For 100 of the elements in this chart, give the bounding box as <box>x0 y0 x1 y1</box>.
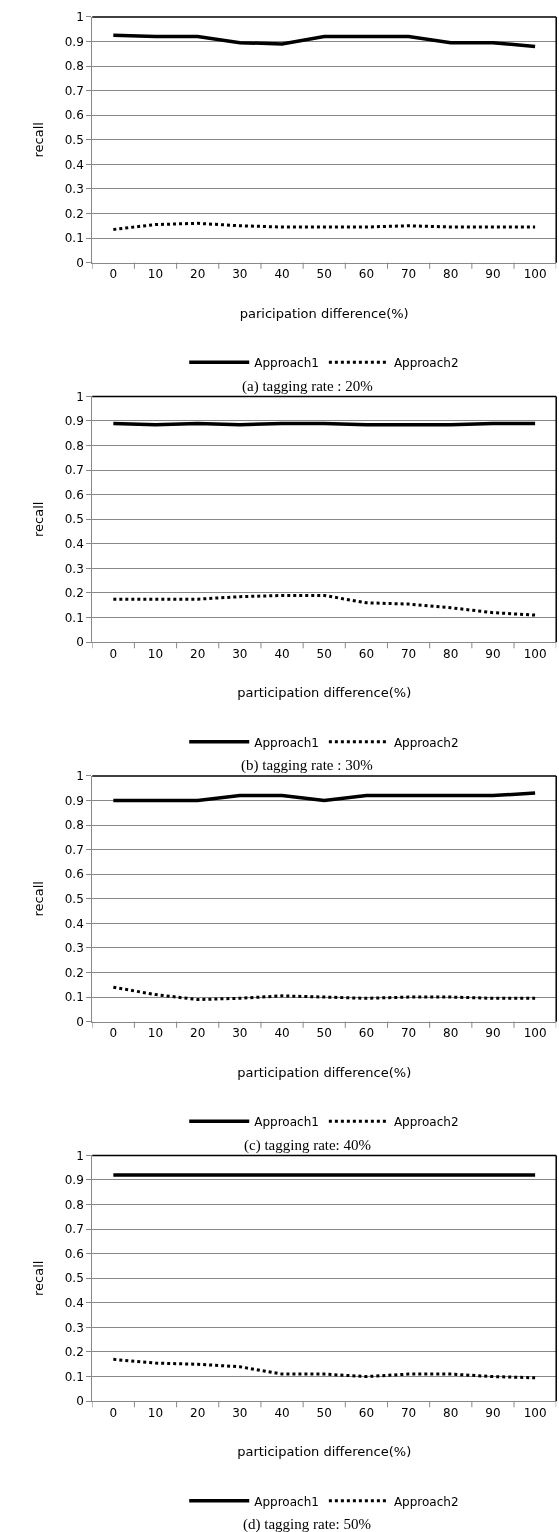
y-tick-label: 0.4 <box>64 1296 84 1311</box>
y-tick-label: 0.2 <box>64 586 84 601</box>
text: (c) tagging rate: 40% <box>244 1137 372 1154</box>
x-tick-label: 40 <box>274 267 290 282</box>
line-series <box>111 33 537 49</box>
y-tick-label: 0.9 <box>64 1173 84 1188</box>
y-tick-label: 0.8 <box>64 59 84 74</box>
y-tick-label: 0.4 <box>64 157 84 172</box>
x-axis-title: participation difference(%) <box>237 1064 412 1080</box>
legend-label: Approach1 <box>254 356 319 371</box>
legend-label: Approach2 <box>393 1494 459 1509</box>
x-axis-title: paricipation difference(%) <box>239 305 409 321</box>
text: (d) tagging rate: 50% <box>243 1516 371 1532</box>
x-tick-label: 80 <box>443 1026 459 1041</box>
x-tick-label: 100 <box>523 1026 547 1041</box>
x-tick-label: 0 <box>109 1026 118 1041</box>
legend-label: Approach1 <box>254 1494 319 1509</box>
y-tick-label: 0.1 <box>64 231 84 246</box>
line-series <box>111 1357 537 1380</box>
y-tick-label: 0.3 <box>64 1320 84 1335</box>
x-tick-label: 50 <box>316 646 332 661</box>
legend-label: Approach2 <box>393 735 459 750</box>
y-tick-label: 0.3 <box>64 182 84 197</box>
x-tick-label: 50 <box>316 1405 332 1420</box>
y-tick-label: 0.5 <box>64 132 84 147</box>
line-series <box>111 593 537 617</box>
y-tick-label: 0.9 <box>64 34 84 49</box>
x-tick-label: 20 <box>190 267 206 282</box>
x-tick-label: 80 <box>443 646 459 661</box>
x-tick-label: 10 <box>147 1026 164 1041</box>
x-tick-label: 100 <box>523 267 547 282</box>
x-tick-label: 60 <box>358 267 375 282</box>
y-tick-label: 0.9 <box>64 793 84 808</box>
x-tick-label: 70 <box>400 646 417 661</box>
y-tick-label: 0.1 <box>64 990 84 1005</box>
y-tick-label: 0.7 <box>64 1222 84 1237</box>
x-tick-label: 90 <box>485 267 501 282</box>
y-tick-label: 0.8 <box>64 1197 84 1212</box>
x-tick-label: 70 <box>400 1405 417 1420</box>
y-axis-title: recall <box>30 122 46 158</box>
x-tick-label: 0 <box>109 267 118 282</box>
y-tick-label: 0.6 <box>64 487 84 502</box>
x-axis-title: participation difference(%) <box>237 1444 412 1460</box>
y-tick-label: 0 <box>76 1014 84 1029</box>
y-tick-label: 0.5 <box>64 512 84 527</box>
y-tick-label: 0 <box>76 1394 84 1409</box>
x-tick-label: 10 <box>147 646 164 661</box>
y-tick-label: 0.6 <box>64 867 84 882</box>
x-tick-label: 90 <box>485 1405 501 1420</box>
x-tick-label: 70 <box>400 1026 417 1041</box>
x-tick-label: 50 <box>316 1026 332 1041</box>
x-tick-label: 80 <box>443 1405 459 1420</box>
line-series <box>111 985 537 1002</box>
y-tick-label: 0.1 <box>64 610 84 625</box>
x-tick-label: 30 <box>232 267 248 282</box>
y-tick-label: 0.4 <box>64 916 84 931</box>
x-tick-label: 80 <box>443 267 459 282</box>
x-tick-label: 90 <box>485 1026 501 1041</box>
x-tick-label: 40 <box>274 1026 290 1041</box>
y-tick-label: 0.7 <box>64 842 84 857</box>
x-tick-label: 30 <box>232 1405 248 1420</box>
legend-label: Approach2 <box>393 1115 459 1130</box>
y-tick-label: 0 <box>76 635 84 650</box>
x-tick-label: 30 <box>232 646 248 661</box>
y-tick-label: 1 <box>76 1148 84 1163</box>
x-tick-label: 20 <box>190 646 206 661</box>
y-tick-label: 1 <box>76 10 84 25</box>
y-tick-label: 0.1 <box>64 1369 84 1384</box>
legend-label: Approach1 <box>254 735 319 750</box>
y-tick-label: 0.7 <box>64 83 84 98</box>
x-tick-label: 20 <box>190 1405 206 1420</box>
y-tick-label: 0.2 <box>64 206 84 221</box>
x-tick-label: 0 <box>109 1405 118 1420</box>
x-tick-label: 40 <box>274 646 290 661</box>
x-tick-label: 0 <box>109 646 118 661</box>
x-tick-label: 30 <box>232 1026 248 1041</box>
y-tick-label: 0.4 <box>64 537 84 552</box>
y-tick-label: 0.7 <box>64 463 84 478</box>
legend-label: Approach1 <box>254 1115 319 1130</box>
y-tick-label: 0 <box>76 255 84 270</box>
x-tick-label: 60 <box>358 1405 375 1420</box>
y-tick-label: 0.2 <box>64 1345 84 1360</box>
y-tick-label: 0.6 <box>64 1246 84 1261</box>
x-tick-label: 50 <box>316 267 332 282</box>
x-tick-label: 40 <box>274 1405 290 1420</box>
x-tick-label: 70 <box>400 267 417 282</box>
legend-label: Approach2 <box>393 356 459 371</box>
y-tick-label: 0.8 <box>64 438 84 453</box>
y-tick-label: 0.8 <box>64 818 84 833</box>
y-axis-title: recall <box>30 1260 46 1296</box>
x-tick-label: 20 <box>190 1026 206 1041</box>
y-tick-label: 0.3 <box>64 941 84 956</box>
y-tick-label: 1 <box>76 389 84 404</box>
x-tick-label: 90 <box>485 646 501 661</box>
y-tick-label: 0.6 <box>64 108 84 123</box>
x-tick-label: 10 <box>147 1405 164 1420</box>
y-tick-label: 0.5 <box>64 891 84 906</box>
x-tick-label: 100 <box>523 1405 547 1420</box>
y-tick-label: 0.2 <box>64 965 84 980</box>
x-axis-title: participation difference(%) <box>237 685 412 701</box>
